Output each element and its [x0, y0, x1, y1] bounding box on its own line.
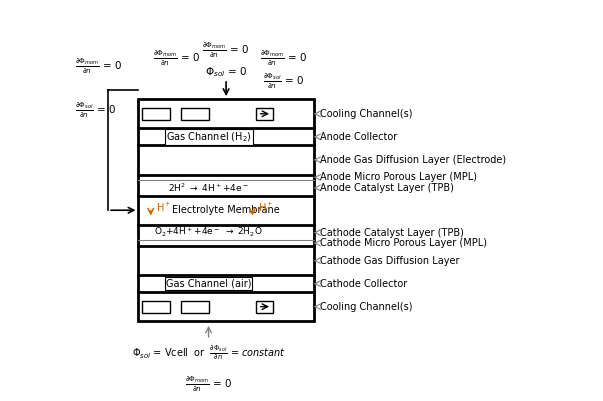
Text: $\Phi_{sol}$ = Vcell  or  $\frac{\partial\Phi_{sol}}{\partial n}$ = $\mathit{con: $\Phi_{sol}$ = Vcell or $\frac{\partial\…	[131, 343, 286, 362]
Text: Electrolyte Membrane: Electrolyte Membrane	[172, 205, 280, 215]
Text: H$^+$: H$^+$	[156, 201, 172, 214]
Text: Gas Channel (air): Gas Channel (air)	[166, 279, 251, 289]
Text: $\frac{\partial\Phi_{sol}}{\partial n}$ = 0: $\frac{\partial\Phi_{sol}}{\partial n}$ …	[264, 72, 305, 91]
Text: $\frac{\partial\Phi_{mom}}{\partial n}$ = 0: $\frac{\partial\Phi_{mom}}{\partial n}$ …	[260, 49, 308, 68]
Text: Anode Collector: Anode Collector	[320, 132, 397, 142]
Text: Cathode Gas Diffusion Layer: Cathode Gas Diffusion Layer	[320, 255, 459, 265]
Text: $\frac{\partial\Phi_{mom}}{\partial n}$ = 0: $\frac{\partial\Phi_{mom}}{\partial n}$ …	[153, 49, 201, 68]
Text: Anode Catalyst Layer (TPB): Anode Catalyst Layer (TPB)	[320, 183, 454, 193]
Text: Gas Channel (H$_2$): Gas Channel (H$_2$)	[166, 130, 251, 144]
Text: $\frac{\partial\Phi_{mom}}{\partial n}$ = 0: $\frac{\partial\Phi_{mom}}{\partial n}$ …	[75, 57, 122, 77]
Bar	[142, 108, 170, 119]
Text: 2H$^2$ $\rightarrow$ 4H$^+$+4e$^-$: 2H$^2$ $\rightarrow$ 4H$^+$+4e$^-$	[168, 182, 249, 194]
Text: O$_2$+4H$^+$+4e$^-$ $\rightarrow$ 2H$_2$O: O$_2$+4H$^+$+4e$^-$ $\rightarrow$ 2H$_2$…	[154, 226, 263, 239]
Text: $\frac{\partial\Phi_{mom}}{\partial n}$ = 0: $\frac{\partial\Phi_{mom}}{\partial n}$ …	[185, 375, 232, 395]
Bar	[256, 301, 273, 312]
Text: $\frac{\partial\Phi_{sol}}{\partial n}$ = 0: $\frac{\partial\Phi_{sol}}{\partial n}$ …	[75, 101, 117, 119]
Text: Cathode Catalyst Layer (TPB): Cathode Catalyst Layer (TPB)	[320, 228, 464, 238]
Text: $\frac{\partial\Phi_{mom}}{\partial n}$ = 0: $\frac{\partial\Phi_{mom}}{\partial n}$ …	[203, 41, 250, 61]
Text: Cathode Collector: Cathode Collector	[320, 279, 408, 289]
Text: H$^+$: H$^+$	[258, 201, 274, 214]
Bar	[256, 108, 273, 119]
Text: Cooling Channel(s): Cooling Channel(s)	[320, 302, 412, 312]
Text: Anode Micro Porous Layer (MPL): Anode Micro Porous Layer (MPL)	[320, 172, 477, 182]
Bar	[180, 108, 209, 119]
Text: Anode Gas Diffusion Layer (Electrode): Anode Gas Diffusion Layer (Electrode)	[320, 155, 507, 165]
Text: $\Phi_{sol}$ = 0: $\Phi_{sol}$ = 0	[205, 65, 247, 79]
Bar	[142, 301, 170, 312]
Bar	[180, 301, 209, 312]
Bar	[139, 99, 314, 321]
Text: Cathode Micro Porous Layer (MPL): Cathode Micro Porous Layer (MPL)	[320, 238, 487, 248]
Text: Cooling Channel(s): Cooling Channel(s)	[320, 109, 412, 119]
